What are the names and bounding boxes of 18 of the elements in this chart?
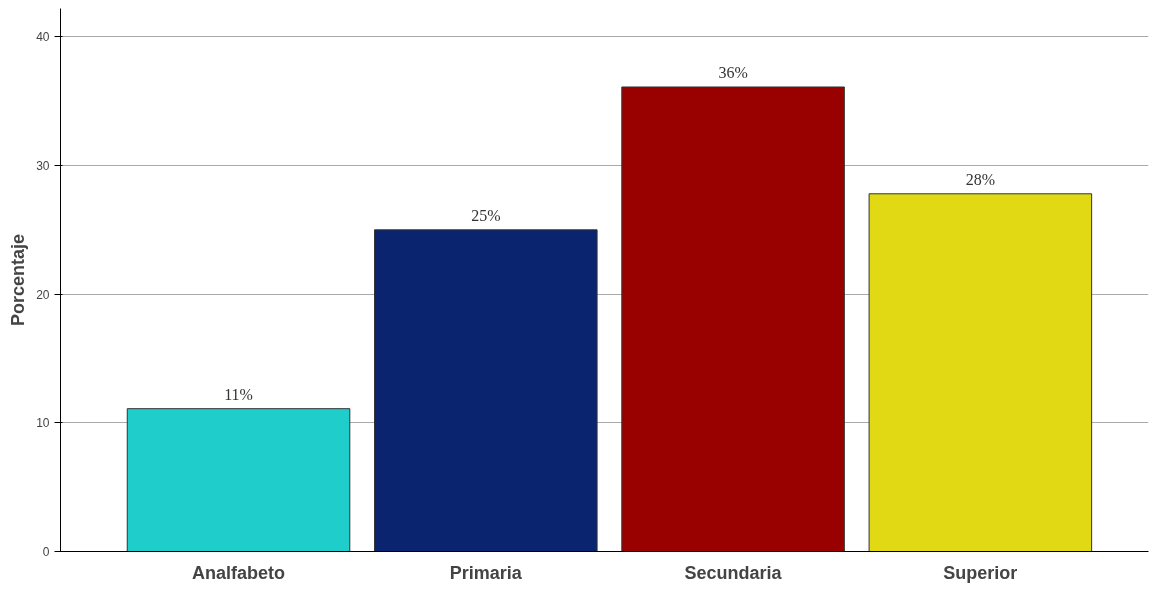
data-label: 11%	[224, 385, 253, 403]
x-tick-label: Analfabeto	[192, 562, 286, 583]
y-tick-label: 20	[36, 287, 50, 302]
y-tick-label: 10	[36, 416, 50, 431]
bar	[374, 229, 598, 552]
data-label: 36%	[718, 63, 748, 81]
data-label: 25%	[471, 206, 501, 224]
bar	[126, 408, 351, 552]
x-tick-label: Primaria	[449, 562, 523, 583]
bar	[621, 86, 845, 552]
y-tick-label: 0	[42, 545, 50, 559]
y-axis-title: Porcentaje	[8, 233, 29, 327]
x-tick-label: Superior	[943, 562, 1018, 583]
y-tick-label: 40	[36, 30, 50, 45]
y-tick-label: 30	[36, 158, 50, 173]
bar	[868, 193, 1093, 552]
data-label: 28%	[965, 170, 996, 188]
x-tick-label: Secundaria	[684, 562, 783, 583]
